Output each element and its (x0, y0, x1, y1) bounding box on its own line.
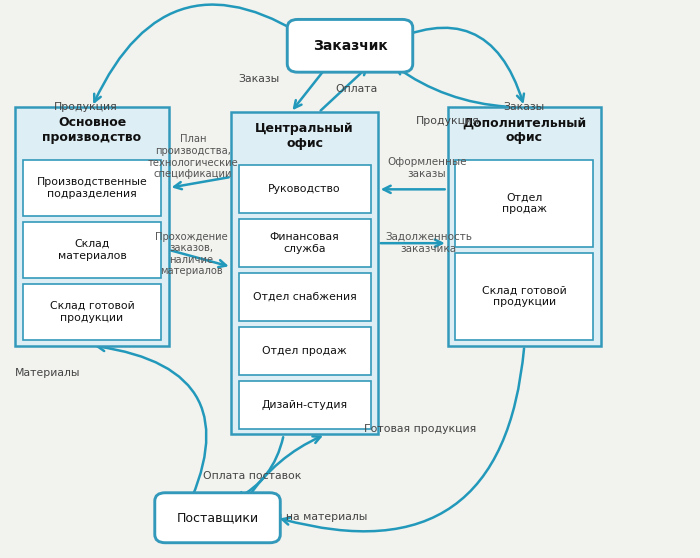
FancyBboxPatch shape (239, 381, 370, 429)
FancyBboxPatch shape (239, 219, 370, 267)
Text: Оформленные
заказы: Оформленные заказы (387, 157, 466, 179)
Text: Склад готовой
продукции: Склад готовой продукции (50, 301, 134, 323)
Text: Задолженность
заказчика: Задолженность заказчика (385, 232, 473, 254)
Text: Центральный
офис: Центральный офис (256, 122, 354, 150)
FancyBboxPatch shape (239, 165, 370, 214)
Text: Руководство: Руководство (268, 184, 341, 194)
Text: Заказчик: Заказчик (313, 39, 387, 53)
Text: Поставщики: Поставщики (176, 511, 258, 525)
Text: План
производства,
технологические
спецификации: План производства, технологические специ… (148, 134, 239, 179)
Text: Основное
производство: Основное производство (43, 117, 141, 145)
Text: Продукция: Продукция (416, 116, 480, 126)
Text: Склад
материалов: Склад материалов (57, 239, 127, 261)
FancyBboxPatch shape (287, 20, 413, 72)
Text: Оплата поставок: Оплата поставок (203, 471, 302, 481)
Text: Дополнительный
офис: Дополнительный офис (462, 117, 587, 145)
FancyBboxPatch shape (239, 327, 370, 375)
Text: Производственные
подразделения: Производственные подразделения (36, 177, 148, 199)
Text: Склад готовой
продукции: Склад готовой продукции (482, 286, 567, 307)
FancyBboxPatch shape (23, 160, 161, 216)
Text: Материалы: Материалы (15, 368, 80, 378)
Text: Прохождение
заказов,
наличие
материалов: Прохождение заказов, наличие материалов (155, 232, 228, 276)
Text: Дизайн-студия: Дизайн-студия (262, 400, 348, 410)
FancyBboxPatch shape (232, 112, 378, 435)
FancyBboxPatch shape (155, 493, 280, 543)
Text: Заказы: Заказы (239, 74, 280, 84)
FancyBboxPatch shape (23, 283, 161, 340)
Text: Готовая продукция: Готовая продукция (363, 424, 476, 434)
Text: Оплата: Оплата (336, 84, 378, 94)
FancyBboxPatch shape (239, 273, 370, 321)
FancyBboxPatch shape (23, 222, 161, 278)
FancyBboxPatch shape (447, 107, 601, 345)
Text: Продукция: Продукция (54, 102, 118, 112)
FancyBboxPatch shape (455, 253, 594, 340)
Text: Отдел снабжения: Отдел снабжения (253, 292, 356, 302)
Text: Отдел продаж: Отдел продаж (262, 346, 347, 356)
Text: Заказы: Заказы (503, 102, 545, 112)
FancyBboxPatch shape (455, 160, 594, 247)
Text: Отдел
продаж: Отдел продаж (502, 193, 547, 214)
Text: Заявки на материалы: Заявки на материалы (242, 512, 368, 522)
Text: Финансовая
служба: Финансовая служба (270, 232, 340, 254)
FancyBboxPatch shape (15, 107, 169, 345)
